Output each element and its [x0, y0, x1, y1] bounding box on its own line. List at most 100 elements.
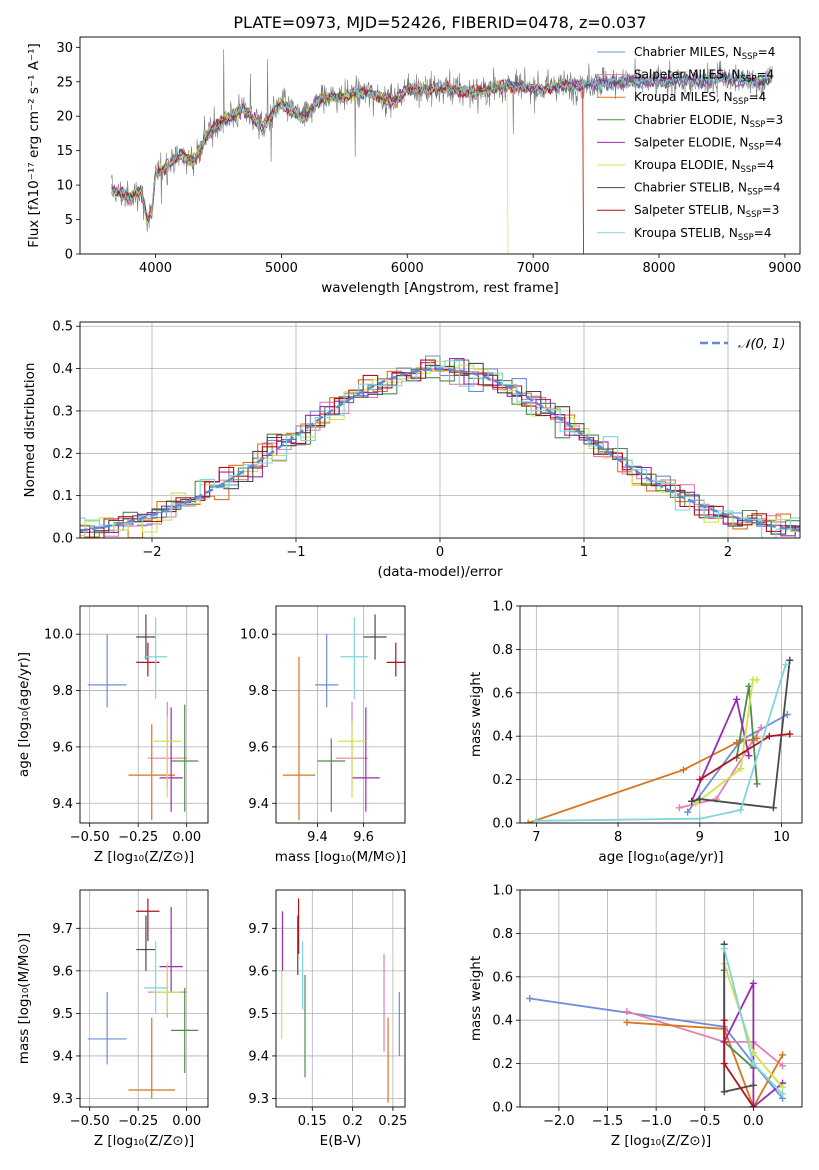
weight-marker	[526, 995, 534, 1002]
x-tick-label: 9	[696, 830, 704, 845]
mass-vs-ebv-panel: 0.15 0.2 0.25 9.3 9.4 9.5 9.6 9.7 E(B-V)	[248, 889, 407, 1149]
y-tick-label: 0.0	[492, 1101, 513, 1116]
errorbar-point-chabrier-elodie	[317, 738, 346, 812]
y-tick-label: 9.5	[52, 1007, 73, 1022]
x-tick-label: 0.25	[378, 1114, 407, 1129]
y-tick-label: 1.0	[492, 884, 513, 899]
y-tick-label: 0.2	[492, 1057, 513, 1072]
weight-line-salpeter-elodie	[723, 982, 784, 1107]
y-tick-label: 0.6	[492, 686, 513, 701]
legend-label: Chabrier STELIB, NSSP=4	[634, 181, 781, 198]
y-tick-label: 9.5	[248, 1007, 269, 1022]
weight-marker	[779, 1062, 787, 1070]
y-axis-label: age [log₁₀(age/yr)]	[16, 652, 32, 777]
x-tick-label: −0.50	[70, 1114, 110, 1129]
model-spectrum-line-kroupa-miles	[111, 79, 584, 254]
errorbar-point-kroupa-miles	[282, 656, 316, 821]
axes-frame	[79, 889, 209, 1108]
y-tick-label: 1.0	[492, 600, 513, 615]
y-tick-label: 20	[56, 110, 73, 125]
weight-marker	[720, 1088, 728, 1096]
x-tick-label: −0.5	[689, 1114, 721, 1129]
x-tick-label: −2.0	[543, 1114, 575, 1129]
mass-vs-metallicity-panel: −0.50 −0.25 0.00 9.3 9.4 9.5 9.6 9.7 Z [log₁₀(Z/…	[16, 889, 209, 1149]
legend-label: Kroupa MILES, NSSP=4	[634, 90, 766, 107]
axes-frame	[519, 889, 803, 1108]
weight-marker	[623, 1008, 631, 1016]
y-tick-label: 9.6	[52, 740, 73, 755]
y-tick-label: 0.0	[492, 817, 513, 832]
errorbar-point-kroupa-elodie	[153, 715, 181, 798]
weight-marker	[749, 979, 757, 987]
histogram-chabrier-elodie	[80, 359, 800, 535]
axes-frame	[79, 605, 209, 824]
legend-label: Salpeter MILES, NSSP=4	[634, 68, 774, 85]
legend-entry: Kroupa STELIB, NSSP=4	[597, 226, 772, 243]
y-axis-label: mass [log₁₀(M/M⊙)]	[16, 933, 32, 1064]
weight-line-kroupa-miles	[527, 737, 758, 823]
y-tick-label: 9.4	[248, 797, 269, 812]
errorbar-point-salpeter-elodie	[352, 707, 380, 812]
weight-marker	[745, 752, 753, 760]
errorbar-point-salpeter-elodie	[159, 707, 183, 812]
weight-marker	[720, 945, 728, 953]
weight-marker	[749, 1081, 757, 1089]
y-tick-label: 9.4	[248, 1049, 269, 1064]
y-tick-label: 9.7	[52, 922, 73, 937]
y-tick-label: 15	[56, 144, 73, 159]
weight-marker	[692, 799, 700, 807]
weight-line-salpeter-miles	[626, 1010, 784, 1067]
weight-marker	[753, 734, 761, 742]
y-tick-label: 0.4	[492, 730, 513, 745]
weight-line-kroupa-stelib	[536, 664, 787, 822]
weight-marker	[684, 808, 692, 816]
y-axis-label: Flux [fλ10⁻¹⁷ erg cm⁻² s⁻¹ A⁻¹]	[26, 43, 42, 248]
x-tick-label: 10	[773, 830, 790, 845]
x-tick-label: −0.50	[70, 830, 110, 845]
x-tick-label: 9.6	[353, 830, 374, 845]
age-vs-metallicity-panel: −0.50 −0.25 0.00 9.4 9.6 9.8 10.0 Z [log₁₀(Z/Z⊙…	[16, 605, 209, 865]
y-tick-label: 0.6	[492, 970, 513, 985]
axes-frame	[79, 321, 801, 539]
legend-entry: Chabrier MILES, NSSP=4	[597, 45, 775, 62]
y-tick-label: 0.3	[52, 404, 73, 419]
y-tick-label: 9.8	[52, 684, 73, 699]
legend-label: Chabrier MILES, NSSP=4	[634, 45, 775, 62]
y-axis-label: Normed distribution	[22, 363, 38, 498]
errorbar-point-salpeter-stelib	[386, 642, 405, 677]
axes-frame	[79, 36, 801, 255]
mass-weight-vs-metallicity-panel: −2.0 −1.5 −1.0 −0.5 0.0 0.0 0.2 0.4 0.6 0.8 1.0 Z […	[468, 884, 803, 1149]
histogram-kroupa-elodie	[80, 360, 800, 537]
x-tick-label: 9.4	[307, 830, 328, 845]
weight-marker	[720, 1060, 728, 1068]
errorbar-point-chabrier-stelib	[136, 915, 156, 971]
errorbar-point-kroupa-miles	[128, 724, 176, 821]
weight-marker	[532, 817, 540, 823]
x-tick-label: 0.15	[298, 1114, 327, 1129]
y-tick-label: 0.4	[52, 362, 73, 377]
weight-marker	[749, 1103, 757, 1107]
weight-marker	[786, 656, 794, 664]
weight-marker	[753, 676, 761, 684]
weight-marker	[753, 780, 761, 788]
y-tick-label: 10	[56, 179, 73, 194]
y-tick-label: 0	[65, 248, 73, 263]
weight-marker	[623, 1018, 631, 1026]
x-axis-label: E(B-V)	[320, 1133, 362, 1149]
x-tick-label: 9000	[768, 261, 801, 276]
x-tick-label: 7000	[517, 261, 550, 276]
x-tick-label: 0.00	[172, 830, 201, 845]
y-tick-label: 0.5	[52, 320, 73, 335]
y-tick-label: 9.6	[248, 740, 269, 755]
chart-title: PLATE=0973, MJD=52426, FIBERID=0478, z=0…	[233, 13, 646, 32]
weight-marker	[757, 724, 765, 732]
weight-marker	[769, 804, 777, 812]
legend-entry: 𝒩(0, 1)	[700, 337, 785, 352]
x-tick-label: −0.25	[118, 830, 158, 845]
axes-frame	[275, 889, 406, 1108]
mass-weight-vs-age-panel: 7 8 9 10 0.0 0.2 0.4 0.6 0.8 1.0 age [log₁₀(age/yr…	[468, 600, 803, 865]
x-tick-label: 0.2	[342, 1114, 363, 1129]
weight-marker	[783, 711, 791, 718]
weight-marker	[524, 819, 532, 823]
legend-entry: Chabrier ELODIE, NSSP=3	[597, 113, 783, 130]
